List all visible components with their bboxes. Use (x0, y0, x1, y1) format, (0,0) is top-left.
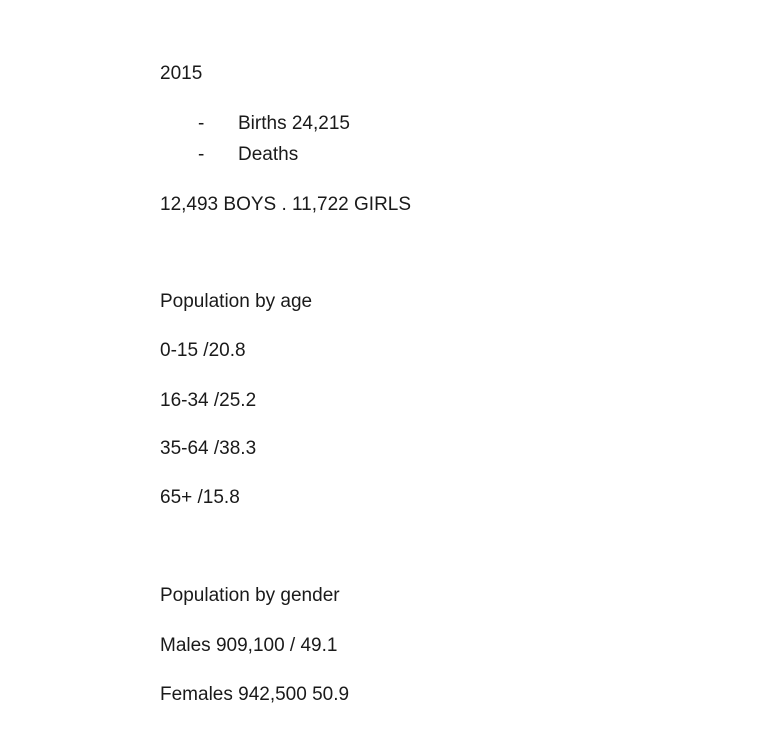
age-row: 65+ /15.8 (160, 487, 240, 508)
gender-row: Males 909,100 / 49.1 (160, 635, 338, 656)
year-heading: 2015 (160, 63, 203, 84)
age-row: 0-15 /20.8 (160, 340, 246, 361)
bullet-item-births: - Births 24,215 (198, 112, 350, 136)
age-section-heading: Population by age (160, 291, 313, 312)
gender-section-heading: Population by gender (160, 585, 340, 606)
bullet-item-deaths: - Deaths (198, 143, 298, 167)
age-row: 16-34 /25.2 (160, 390, 257, 411)
age-row: 35-64 /38.3 (160, 438, 257, 459)
bullet-text: Deaths (238, 144, 299, 165)
births-split-text: 12,493 BOYS . 11,722 GIRLS (160, 194, 412, 215)
gender-row: Females 942,500 50.9 (160, 684, 350, 705)
bullet-text: Births 24,215 (238, 113, 350, 134)
bullet-marker: - (198, 144, 205, 165)
bullet-marker: - (198, 113, 205, 134)
